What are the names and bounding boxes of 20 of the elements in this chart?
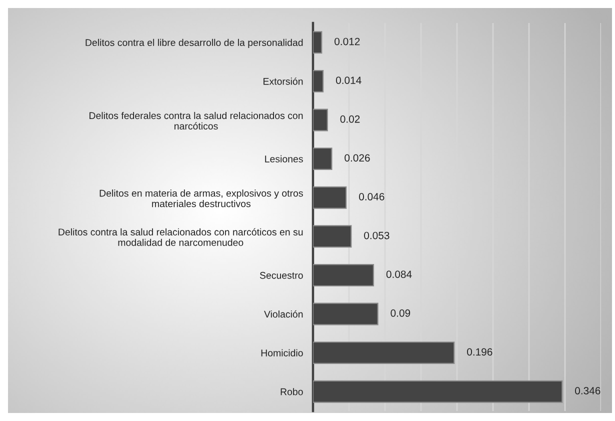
y-tick-label: Lesiones [265, 155, 303, 162]
y-tick-label: Delitos contra la salud relacionados con narcóticos en su modalidad de narcomenudeo [58, 228, 303, 246]
y-tick-label: Homicidio [261, 349, 303, 356]
data-label: 0.196 [467, 348, 492, 356]
data-label: 0.02 [340, 115, 360, 123]
data-label: 0.084 [386, 270, 412, 278]
data-label: 0.09 [390, 309, 410, 317]
data-label: 0.014 [336, 76, 362, 84]
y-tick-label: Secuestro [260, 272, 303, 279]
y-tick-label: Delitos federales contra la salud relacionados con narcóticos [90, 112, 303, 130]
y-tick-label: Violación [264, 310, 303, 318]
y-tick-label: Extorsión [264, 78, 303, 85]
data-label: 0.046 [359, 193, 384, 200]
y-tick-label: Delitos en materia de armas, explosivos y otros materiales destructivos [100, 190, 303, 208]
y-tick-label: Delitos contra el libre desarrollo de la personalidad [86, 38, 303, 48]
data-label: 0.346 [575, 387, 600, 394]
data-label: 0.026 [344, 154, 370, 162]
y-tick-label: Robo [280, 388, 303, 396]
data-label: 0.053 [364, 232, 390, 240]
data-label: 0.012 [334, 38, 360, 46]
